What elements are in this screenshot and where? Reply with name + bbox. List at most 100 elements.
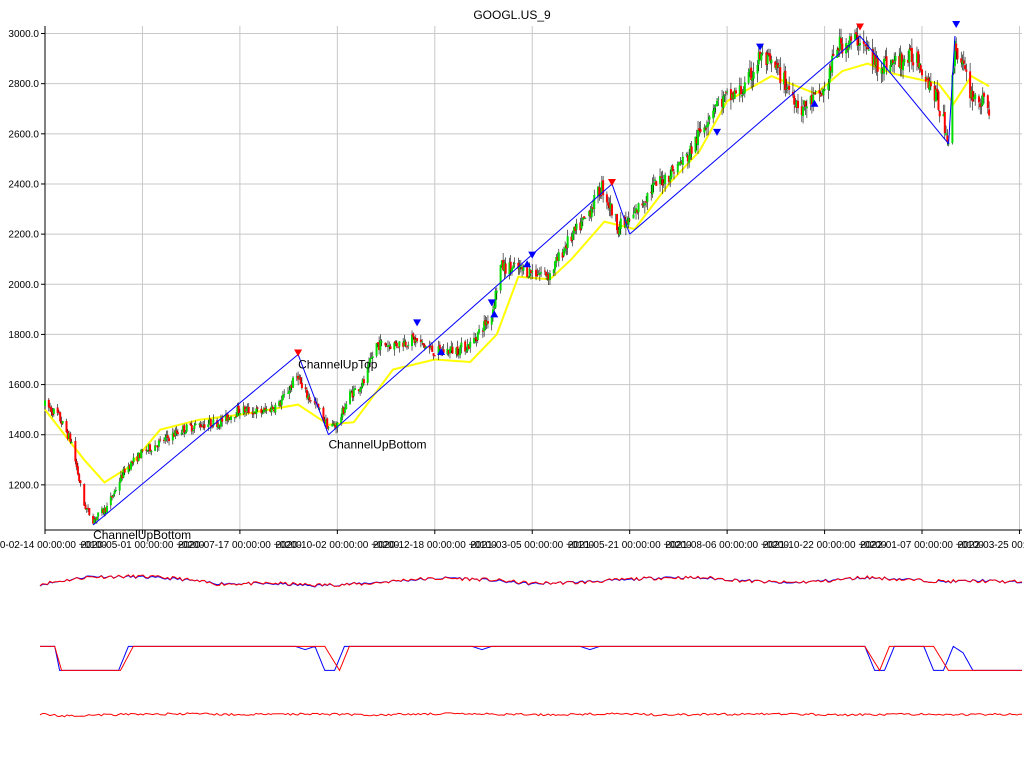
candle-body xyxy=(776,62,779,68)
marker-down-icon xyxy=(952,21,961,28)
candle-body xyxy=(738,85,741,94)
candle-body xyxy=(389,346,392,349)
candle-body xyxy=(97,512,100,517)
candle-body xyxy=(429,346,432,348)
candle-body xyxy=(645,201,648,203)
candle-body xyxy=(300,382,303,388)
candle-body xyxy=(74,441,77,462)
candle-body xyxy=(104,507,107,512)
candle-body xyxy=(788,85,791,90)
candle-body xyxy=(446,348,449,355)
candle-body xyxy=(209,418,212,427)
marker-up-icon xyxy=(490,310,499,318)
candle-body xyxy=(136,456,139,462)
candle-body xyxy=(671,165,674,172)
marker-down-icon xyxy=(487,299,496,307)
candle-body xyxy=(865,44,868,47)
candle-body xyxy=(748,69,751,72)
candle-body xyxy=(685,153,688,156)
candle-body xyxy=(676,163,679,173)
candle-body xyxy=(128,465,131,469)
candle-body xyxy=(722,96,725,108)
candle-body xyxy=(853,34,856,40)
candle-body xyxy=(394,341,397,344)
candle-body xyxy=(168,438,171,441)
candle-body xyxy=(313,401,316,403)
candle-body xyxy=(714,104,717,107)
candle-body xyxy=(875,58,878,67)
candle-body xyxy=(537,273,540,275)
candle-body xyxy=(156,446,159,448)
candle-body xyxy=(929,82,932,87)
candle-body xyxy=(652,182,655,186)
candle-body xyxy=(866,47,869,50)
candle-body xyxy=(847,43,850,50)
candle-body xyxy=(333,425,336,427)
candle-body xyxy=(952,67,955,74)
annotations: ChannelUpBottom ChannelUpTop ChannelUpBott… xyxy=(93,357,426,542)
candle-body xyxy=(194,423,197,426)
candle-body xyxy=(190,424,193,432)
annotation-label: ChannelUpBottom xyxy=(93,528,191,542)
candle-body xyxy=(437,346,440,355)
candle-body xyxy=(680,161,683,164)
candle-body xyxy=(664,174,667,184)
candle-body xyxy=(921,69,924,76)
candle-body xyxy=(121,474,124,479)
candle-body xyxy=(88,508,91,516)
candle-body xyxy=(235,416,238,418)
candle-body xyxy=(704,128,707,130)
candle-body xyxy=(103,507,106,514)
candle-body xyxy=(661,179,664,186)
candle-body xyxy=(724,92,727,94)
candle-body xyxy=(880,68,883,74)
candle-body xyxy=(176,432,179,435)
candle-body xyxy=(885,56,888,70)
candle-body xyxy=(202,425,205,427)
candle-body xyxy=(484,320,487,326)
marker-down-icon xyxy=(607,178,616,186)
moving-average-line xyxy=(44,62,990,484)
candle-body xyxy=(118,482,121,491)
candle-body xyxy=(545,271,548,277)
candle-body xyxy=(366,366,369,383)
indicator-1-blue-line xyxy=(39,574,1023,588)
candle-body xyxy=(424,346,427,349)
candle-body xyxy=(412,333,415,338)
candle-body xyxy=(146,450,149,452)
candle-body xyxy=(224,413,227,421)
candle-body xyxy=(561,252,564,258)
candle-body xyxy=(726,91,729,93)
candle-body xyxy=(617,229,620,234)
candle-body xyxy=(127,466,130,473)
candle-body xyxy=(212,419,215,427)
candle-body xyxy=(336,422,339,429)
candle-body xyxy=(584,217,587,219)
candle-body xyxy=(174,430,177,436)
x-tick-label: 2021-05-21 00:00:00 +0200 xyxy=(568,540,692,551)
candle-body xyxy=(793,95,796,105)
candle-body xyxy=(694,136,697,153)
candle-body xyxy=(531,271,534,273)
candle-body xyxy=(881,70,884,73)
candle-body xyxy=(385,345,388,347)
y-tick-label: 2400.0 xyxy=(8,179,39,190)
candle-body xyxy=(130,461,133,470)
candle-body xyxy=(421,341,424,343)
candle-body xyxy=(919,65,922,71)
candle-body xyxy=(279,402,282,406)
candle-body xyxy=(565,245,568,249)
candle-body xyxy=(288,390,291,394)
candle-body xyxy=(295,376,298,378)
marker-down-icon xyxy=(856,23,865,31)
candle-body xyxy=(747,71,750,83)
candle-body xyxy=(171,432,174,441)
pattern-lines xyxy=(92,35,956,526)
candle-body xyxy=(918,63,921,69)
candle-body xyxy=(490,315,493,325)
candle-body xyxy=(784,70,787,90)
candle-body xyxy=(924,77,927,82)
candle-body xyxy=(688,155,691,163)
candle-body xyxy=(760,53,763,61)
candle-body xyxy=(419,339,422,342)
